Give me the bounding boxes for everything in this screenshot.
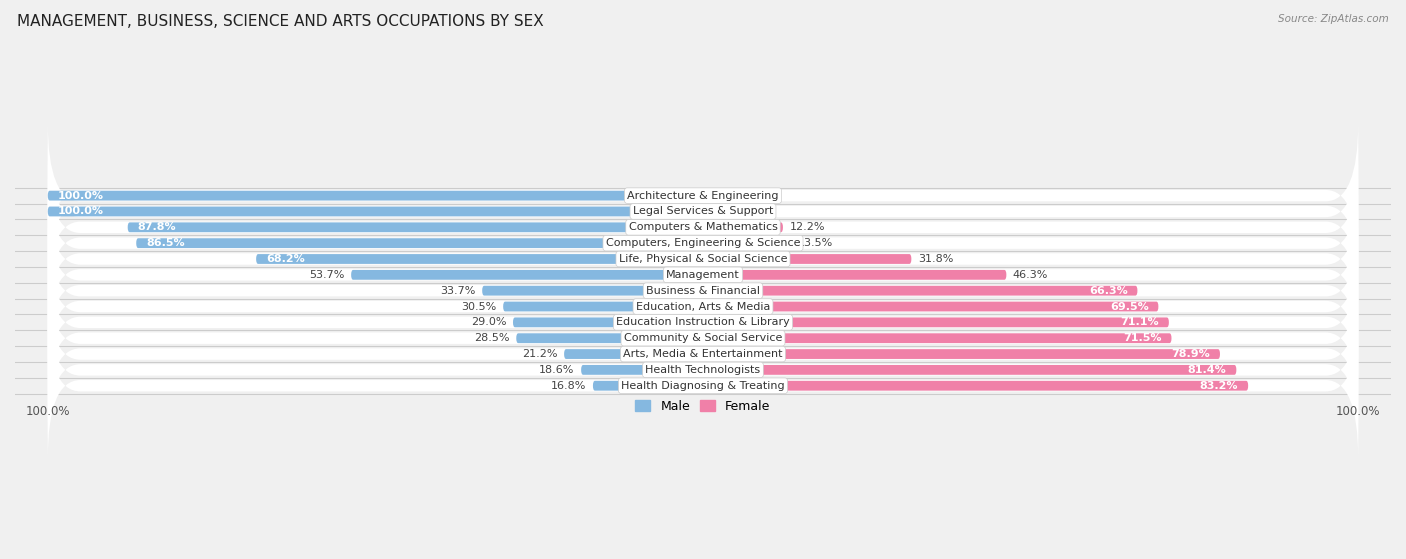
FancyBboxPatch shape [48, 296, 1358, 443]
FancyBboxPatch shape [482, 286, 703, 296]
Text: Business & Financial: Business & Financial [645, 286, 761, 296]
FancyBboxPatch shape [703, 254, 911, 264]
Text: 71.5%: 71.5% [1123, 333, 1161, 343]
Text: 71.1%: 71.1% [1121, 318, 1159, 328]
FancyBboxPatch shape [703, 349, 1220, 359]
FancyBboxPatch shape [703, 365, 1236, 375]
FancyBboxPatch shape [516, 333, 703, 343]
FancyBboxPatch shape [48, 265, 1358, 412]
FancyBboxPatch shape [703, 318, 1168, 327]
FancyBboxPatch shape [352, 270, 703, 280]
Text: 78.9%: 78.9% [1171, 349, 1211, 359]
FancyBboxPatch shape [48, 186, 1358, 333]
FancyBboxPatch shape [48, 207, 703, 216]
FancyBboxPatch shape [703, 222, 783, 232]
Text: Management: Management [666, 270, 740, 280]
FancyBboxPatch shape [48, 154, 1358, 301]
FancyBboxPatch shape [48, 281, 1358, 428]
Text: 83.2%: 83.2% [1199, 381, 1239, 391]
FancyBboxPatch shape [48, 217, 1358, 364]
Text: 28.5%: 28.5% [474, 333, 510, 343]
FancyBboxPatch shape [48, 122, 1358, 269]
Text: 69.5%: 69.5% [1109, 301, 1149, 311]
Text: 81.4%: 81.4% [1188, 365, 1226, 375]
FancyBboxPatch shape [513, 318, 703, 327]
Text: Health Diagnosing & Treating: Health Diagnosing & Treating [621, 381, 785, 391]
Text: Education Instruction & Library: Education Instruction & Library [616, 318, 790, 328]
Text: 53.7%: 53.7% [309, 270, 344, 280]
FancyBboxPatch shape [48, 249, 1358, 396]
Text: 13.5%: 13.5% [799, 238, 834, 248]
FancyBboxPatch shape [48, 201, 1358, 348]
FancyBboxPatch shape [48, 312, 1358, 459]
FancyBboxPatch shape [593, 381, 703, 391]
Text: Source: ZipAtlas.com: Source: ZipAtlas.com [1278, 14, 1389, 24]
Text: 31.8%: 31.8% [918, 254, 953, 264]
Text: Education, Arts & Media: Education, Arts & Media [636, 301, 770, 311]
FancyBboxPatch shape [128, 222, 703, 232]
FancyBboxPatch shape [503, 302, 703, 311]
Text: 68.2%: 68.2% [266, 254, 305, 264]
FancyBboxPatch shape [48, 191, 703, 201]
FancyBboxPatch shape [48, 233, 1358, 380]
Text: 21.2%: 21.2% [522, 349, 558, 359]
Text: MANAGEMENT, BUSINESS, SCIENCE AND ARTS OCCUPATIONS BY SEX: MANAGEMENT, BUSINESS, SCIENCE AND ARTS O… [17, 14, 544, 29]
Text: 33.7%: 33.7% [440, 286, 475, 296]
Text: Legal Services & Support: Legal Services & Support [633, 206, 773, 216]
Text: Architecture & Engineering: Architecture & Engineering [627, 191, 779, 201]
FancyBboxPatch shape [703, 302, 1159, 311]
FancyBboxPatch shape [703, 381, 1249, 391]
FancyBboxPatch shape [703, 286, 1137, 296]
FancyBboxPatch shape [136, 238, 703, 248]
Text: 86.5%: 86.5% [146, 238, 184, 248]
Text: 46.3%: 46.3% [1012, 270, 1049, 280]
Text: Health Technologists: Health Technologists [645, 365, 761, 375]
FancyBboxPatch shape [703, 238, 792, 248]
Text: Life, Physical & Social Science: Life, Physical & Social Science [619, 254, 787, 264]
FancyBboxPatch shape [703, 270, 1007, 280]
Text: 100.0%: 100.0% [58, 206, 104, 216]
FancyBboxPatch shape [703, 333, 1171, 343]
Legend: Male, Female: Male, Female [636, 400, 770, 413]
FancyBboxPatch shape [564, 349, 703, 359]
FancyBboxPatch shape [256, 254, 703, 264]
Text: 29.0%: 29.0% [471, 318, 506, 328]
FancyBboxPatch shape [581, 365, 703, 375]
Text: 16.8%: 16.8% [551, 381, 586, 391]
FancyBboxPatch shape [48, 169, 1358, 316]
Text: Computers, Engineering & Science: Computers, Engineering & Science [606, 238, 800, 248]
Text: Computers & Mathematics: Computers & Mathematics [628, 222, 778, 233]
Text: 66.3%: 66.3% [1088, 286, 1128, 296]
Text: 12.2%: 12.2% [790, 222, 825, 233]
Text: 30.5%: 30.5% [461, 301, 496, 311]
Text: 18.6%: 18.6% [538, 365, 575, 375]
Text: 100.0%: 100.0% [58, 191, 104, 201]
FancyBboxPatch shape [48, 138, 1358, 285]
Text: Community & Social Service: Community & Social Service [624, 333, 782, 343]
Text: Arts, Media & Entertainment: Arts, Media & Entertainment [623, 349, 783, 359]
Text: 87.8%: 87.8% [138, 222, 176, 233]
